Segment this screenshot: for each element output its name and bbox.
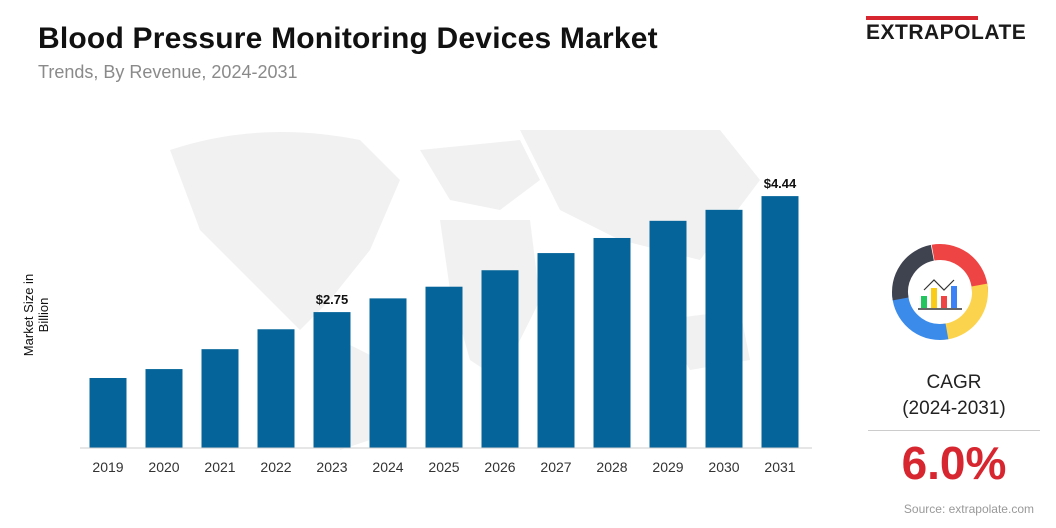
extrapolate-logo: EXTRAPOLATE — [866, 16, 1038, 45]
divider — [868, 430, 1040, 431]
donut-chart-analytics-icon — [892, 244, 988, 340]
x-tick-label: 2029 — [652, 459, 683, 475]
y-axis-label: Market Size in Billion — [21, 273, 51, 357]
cagr-label: CAGR — [926, 372, 982, 393]
bar-2028 — [593, 237, 631, 448]
x-tick-label: 2028 — [596, 459, 627, 475]
x-tick-label: 2027 — [540, 459, 571, 475]
bar-2023 — [313, 312, 351, 448]
x-tick-label: 2031 — [764, 459, 795, 475]
bar-2029 — [649, 220, 687, 448]
page-subtitle: Trends, By Revenue, 2024-2031 — [38, 62, 298, 82]
x-tick-label: 2030 — [708, 459, 739, 475]
cagr-value: 6.0% — [901, 437, 1007, 489]
bar-2026 — [481, 270, 519, 448]
bar-2021 — [201, 349, 239, 448]
x-tick-label: 2024 — [372, 459, 403, 475]
bar-2024 — [369, 298, 407, 448]
bar-chart: 2019 2020 2021 2022 2023 $2.75 2024 2025 2026 202… — [80, 130, 812, 475]
data-label: $4.44 — [764, 176, 797, 191]
source-text: Source: extrapolate.com — [903, 502, 1034, 516]
bar-2031 — [761, 196, 799, 448]
cagr-period: (2024-2031) — [902, 398, 1006, 419]
x-tick-label: 2021 — [204, 459, 235, 475]
data-label: $2.75 — [316, 292, 349, 307]
x-tick-label: 2020 — [148, 459, 179, 475]
bar-2030 — [705, 209, 743, 448]
x-tick-label: 2025 — [428, 459, 459, 475]
bar-2022 — [257, 329, 295, 448]
logo-accent-bar — [866, 16, 978, 20]
x-tick-label: 2026 — [484, 459, 515, 475]
bar-2019 — [89, 377, 127, 448]
page-title: Blood Pressure Monitoring Devices Market — [38, 22, 658, 55]
bar-2020 — [145, 369, 183, 448]
bar-2027 — [537, 253, 575, 448]
x-tick-label: 2022 — [260, 459, 291, 475]
x-tick-label: 2023 — [316, 459, 347, 475]
logo-text: EXTRAPOLATE — [866, 21, 1027, 44]
bar-2025 — [425, 286, 463, 448]
x-tick-label: 2019 — [92, 459, 123, 475]
